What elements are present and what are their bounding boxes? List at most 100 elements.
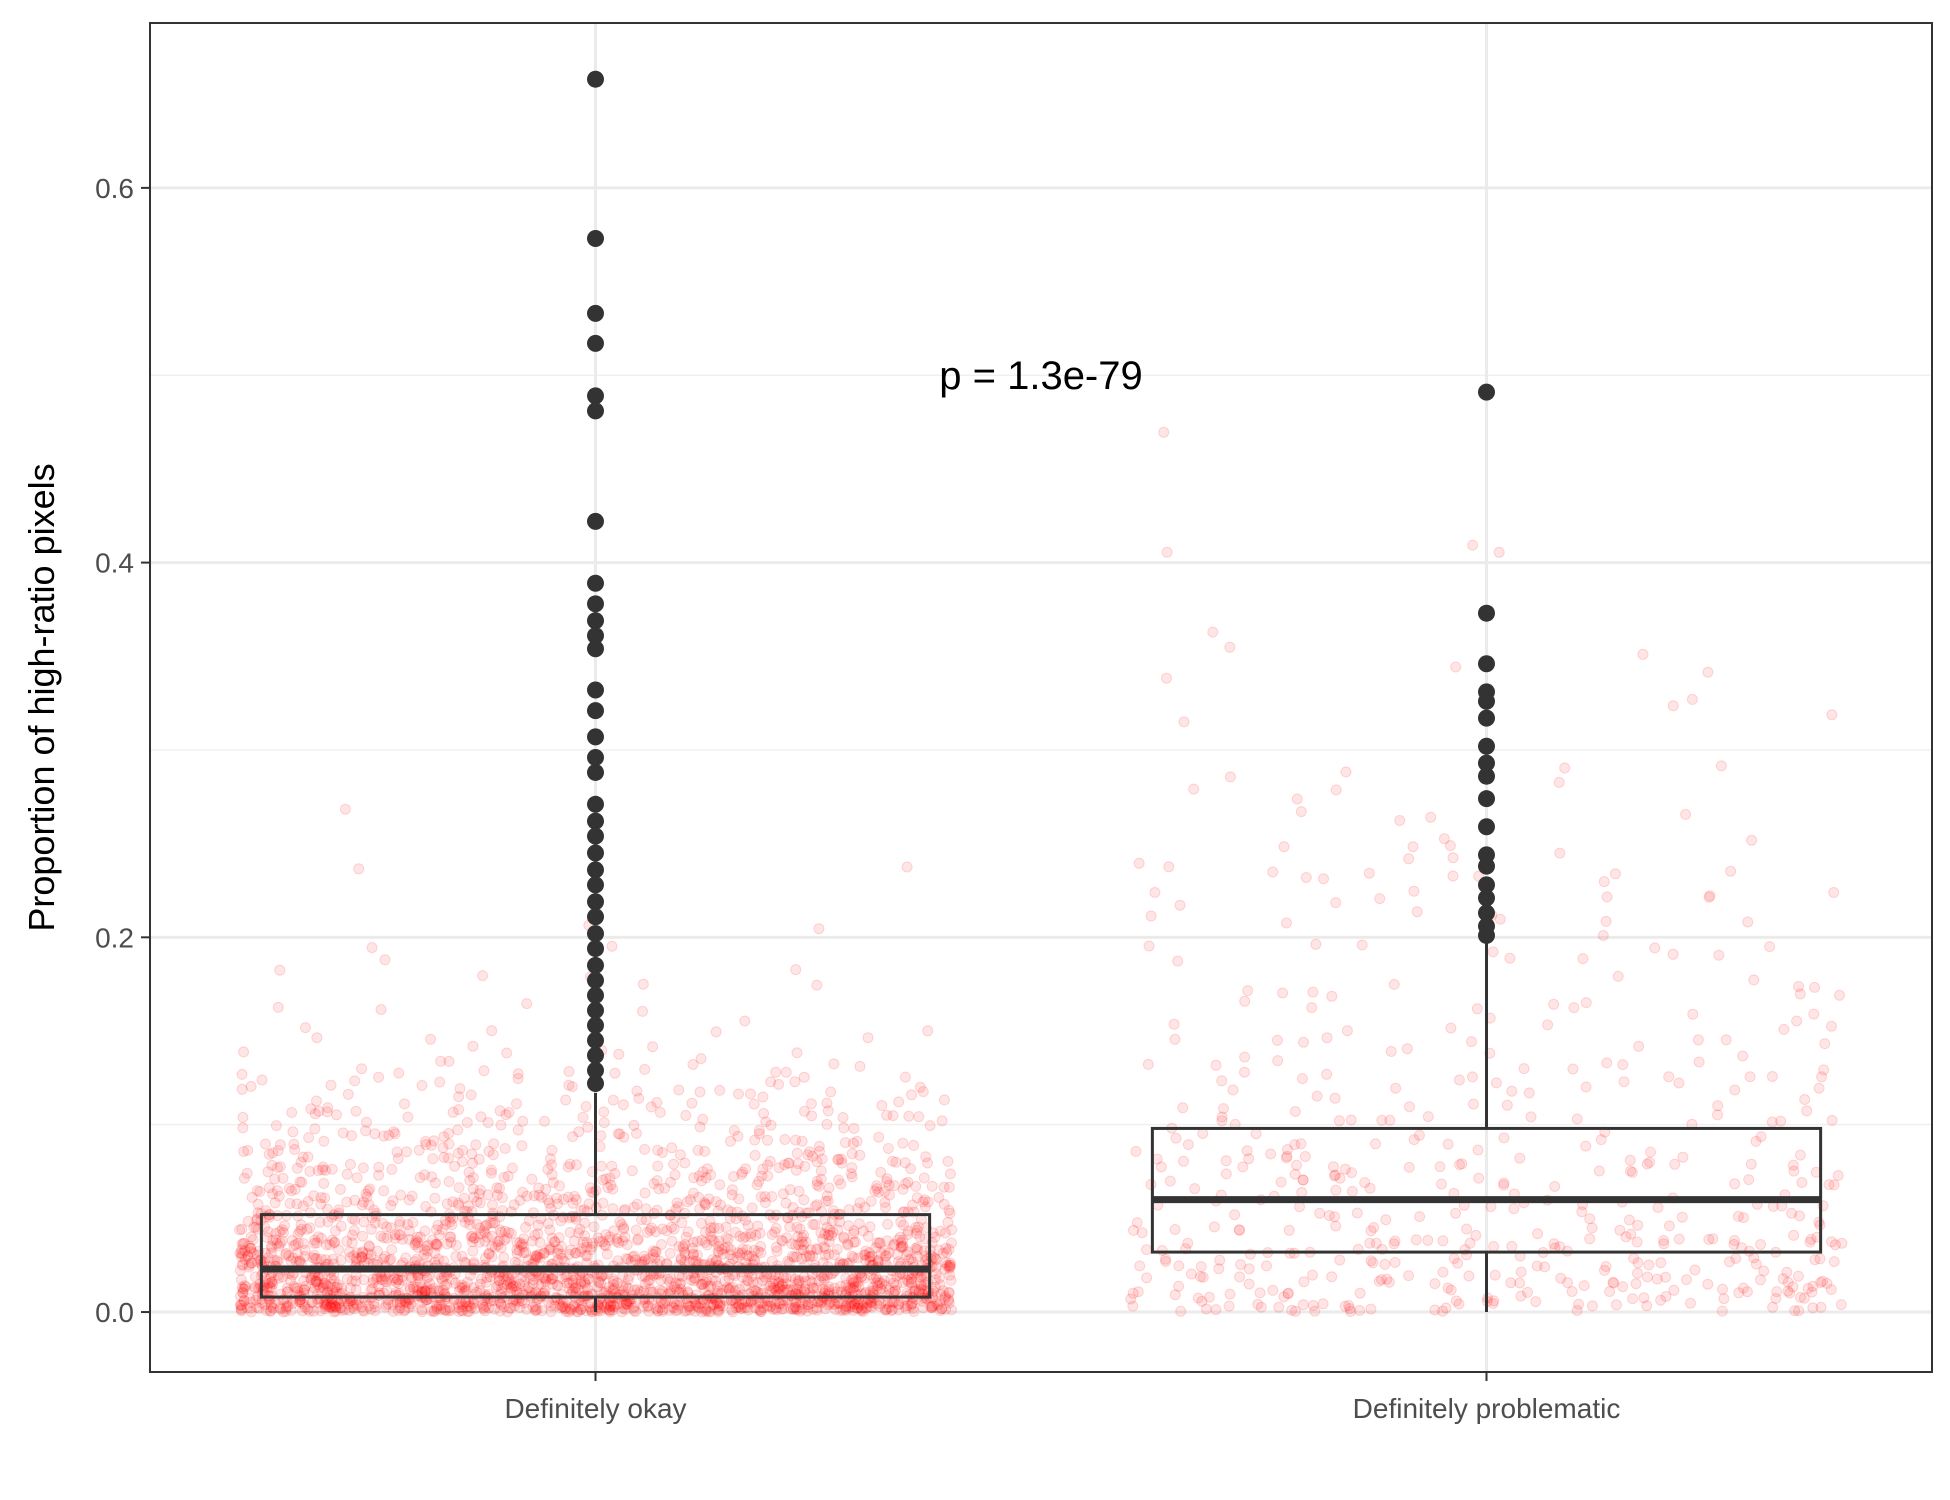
jitter-point xyxy=(536,1191,548,1203)
jitter-point xyxy=(1394,815,1406,826)
jitter-point xyxy=(792,1231,804,1243)
jitter-point xyxy=(274,1139,286,1151)
jitter-point xyxy=(481,1231,493,1243)
jitter-point xyxy=(886,1304,898,1316)
jitter-point xyxy=(770,1222,782,1234)
jitter-point xyxy=(673,1299,685,1311)
jitter-point xyxy=(1689,1264,1701,1276)
jitter-point xyxy=(670,1299,682,1311)
jitter-point xyxy=(545,1306,557,1318)
jitter-point xyxy=(664,1276,676,1288)
jitter-point xyxy=(679,1239,691,1250)
jitter-point xyxy=(566,1081,578,1093)
jitter-point xyxy=(736,1298,748,1310)
jitter-point xyxy=(382,1298,394,1310)
jitter-point xyxy=(501,1232,513,1244)
jitter-point xyxy=(710,1026,722,1038)
jitter-point xyxy=(1299,1151,1311,1162)
jitter-point xyxy=(769,1298,781,1310)
jitter-point xyxy=(1494,913,1506,925)
jitter-point xyxy=(666,1221,677,1233)
jitter-point xyxy=(599,1301,611,1313)
jitter-point xyxy=(592,1232,604,1244)
jitter-point xyxy=(1403,853,1415,865)
jitter-point xyxy=(832,1154,844,1166)
jitter-point xyxy=(611,1233,623,1245)
jitter-point xyxy=(795,1244,807,1256)
jitter-point xyxy=(875,1298,887,1310)
jitter-point xyxy=(468,1298,480,1310)
jitter-point xyxy=(513,1245,525,1256)
jitter-point xyxy=(815,1227,827,1239)
jitter-point xyxy=(601,1248,613,1260)
jitter-point xyxy=(540,1183,552,1195)
jitter-point xyxy=(814,1145,825,1157)
jitter-point xyxy=(1586,1300,1598,1312)
jitter-point xyxy=(784,1221,796,1233)
jitter-point xyxy=(709,1275,721,1287)
jitter-point xyxy=(445,1236,457,1248)
jitter-point xyxy=(480,1276,492,1288)
outlier-point xyxy=(587,402,604,420)
jitter-point xyxy=(236,1251,247,1263)
jitter-point xyxy=(632,1234,644,1246)
jitter-point xyxy=(847,1283,859,1295)
jitter-point xyxy=(677,1241,689,1253)
jitter-point xyxy=(605,1299,616,1311)
jitter-point xyxy=(505,1278,516,1290)
jitter-point xyxy=(568,1235,580,1247)
y-tick-label: 0.4 xyxy=(95,548,134,579)
jitter-point xyxy=(897,1240,909,1252)
jitter-point xyxy=(245,1296,257,1308)
jitter-point xyxy=(687,1059,699,1070)
jitter-point xyxy=(713,1246,725,1258)
jitter-point xyxy=(922,1196,934,1208)
jitter-point xyxy=(512,1068,524,1080)
jitter-point xyxy=(645,1286,656,1298)
jitter-point xyxy=(565,1244,577,1256)
jitter-point xyxy=(285,1274,296,1286)
jitter-point xyxy=(414,1172,426,1184)
jitter-point xyxy=(367,1277,379,1289)
jitter-point xyxy=(1389,1256,1401,1268)
jitter-point xyxy=(769,1275,781,1287)
jitter-point xyxy=(681,1305,693,1316)
jitter-point xyxy=(793,1185,805,1197)
jitter-point xyxy=(479,1305,491,1317)
jitter-point xyxy=(429,1247,441,1259)
jitter-point xyxy=(365,1303,377,1315)
jitter-point xyxy=(245,1242,257,1254)
jitter-point xyxy=(920,1151,932,1163)
jitter-point xyxy=(628,1250,640,1262)
jitter-point xyxy=(847,1273,859,1285)
jitter-point xyxy=(922,1157,933,1169)
jitter-point xyxy=(445,1231,457,1243)
jitter-point xyxy=(741,1244,753,1256)
jitter-point xyxy=(309,1275,321,1287)
jitter-point xyxy=(737,1232,749,1244)
jitter-point xyxy=(1437,1235,1449,1247)
jitter-point xyxy=(373,1161,385,1173)
jitter-point xyxy=(266,1276,278,1288)
jitter-point xyxy=(917,1086,929,1098)
jitter-point xyxy=(873,1300,885,1312)
jitter-point xyxy=(580,1101,592,1112)
jitter-point xyxy=(913,1284,925,1296)
jitter-point xyxy=(428,1306,440,1318)
jitter-point xyxy=(405,1272,417,1283)
jitter-point xyxy=(567,1285,578,1296)
jitter-point xyxy=(804,1146,816,1158)
jitter-point xyxy=(1632,1219,1644,1231)
jitter-point xyxy=(679,1246,691,1258)
jitter-point xyxy=(727,1253,739,1265)
jitter-point xyxy=(551,1192,563,1204)
jitter-point xyxy=(456,1279,468,1291)
jitter-point xyxy=(291,1282,303,1294)
jitter-point xyxy=(272,1145,284,1157)
jitter-point xyxy=(875,1166,887,1178)
jitter-point xyxy=(1389,1235,1401,1247)
jitter-point xyxy=(530,1305,542,1317)
jitter-point xyxy=(575,1278,587,1290)
jitter-point xyxy=(533,1279,545,1291)
jitter-point xyxy=(895,1216,907,1228)
